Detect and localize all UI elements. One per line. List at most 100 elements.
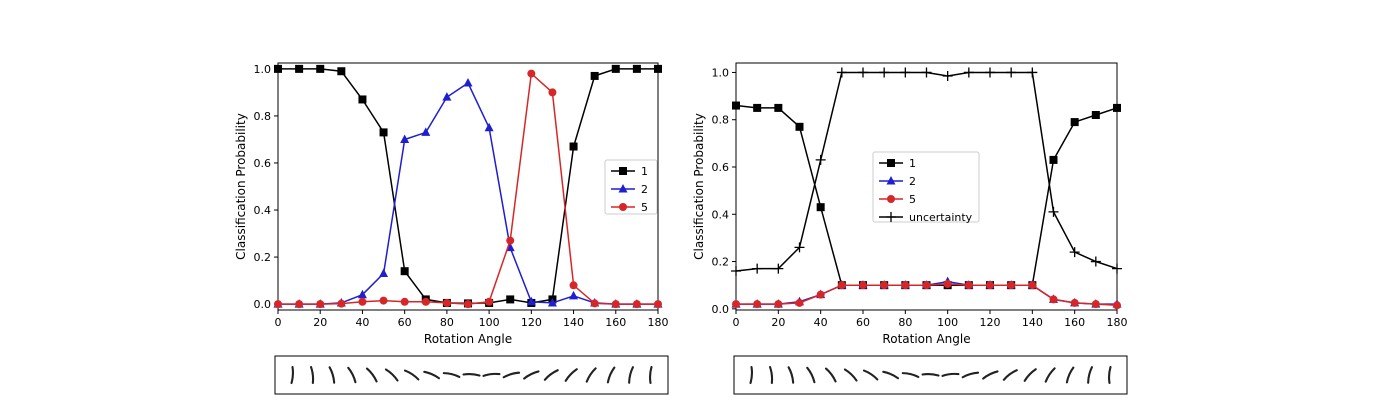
rotated-digit-glyph bbox=[982, 370, 999, 380]
series-5-line bbox=[278, 72, 658, 305]
series-1-point bbox=[358, 95, 367, 104]
rotated-digit-glyph bbox=[482, 372, 501, 377]
series-2-point bbox=[421, 127, 431, 136]
series-uncertainty-point bbox=[773, 263, 784, 274]
series-5-point bbox=[1007, 281, 1016, 290]
y-tick-label: 0.0 bbox=[254, 298, 272, 311]
legend-marker bbox=[619, 167, 627, 175]
series-5-point bbox=[795, 298, 804, 307]
series-5-point bbox=[421, 297, 430, 306]
rotated-digit-glyph bbox=[328, 366, 336, 384]
series-5-point bbox=[816, 290, 825, 299]
series-5-point bbox=[859, 281, 867, 290]
y-tick-label: 1.0 bbox=[254, 63, 272, 76]
series-5-point bbox=[442, 298, 451, 307]
rotated-digit-glyph bbox=[1002, 369, 1018, 381]
y-tick-label: 0.2 bbox=[712, 256, 730, 269]
series-1-point bbox=[816, 203, 825, 212]
legend-marker bbox=[887, 195, 895, 203]
legend-box bbox=[604, 159, 658, 215]
series-5-point bbox=[1091, 300, 1100, 309]
series-5-point bbox=[880, 281, 889, 290]
x-tick-label: 160 bbox=[605, 316, 626, 329]
rotated-digit-glyph bbox=[648, 365, 653, 385]
series-5-point bbox=[632, 300, 641, 309]
series-uncertainty-point bbox=[731, 266, 741, 276]
y-tick-label: 0.2 bbox=[254, 251, 272, 264]
series-5 bbox=[274, 69, 662, 309]
x-tick-label: 20 bbox=[771, 316, 785, 329]
plot-frame bbox=[735, 62, 1118, 311]
rotated-digit-glyph bbox=[543, 369, 559, 381]
x-axis-label: Rotation Angle bbox=[424, 332, 512, 346]
y-tick-label: 0.8 bbox=[254, 110, 272, 123]
rotated-digit-glyph bbox=[749, 365, 754, 385]
rotated-digit-glyph bbox=[1044, 367, 1056, 383]
series-1-point bbox=[337, 67, 346, 76]
x-tick-label: 120 bbox=[980, 316, 1001, 329]
series-2-line bbox=[278, 81, 658, 305]
y-tick-label: 0.4 bbox=[712, 208, 730, 221]
series-uncertainty-point bbox=[985, 67, 995, 78]
series-uncertainty-point bbox=[1048, 206, 1059, 217]
x-tick-label: 160 bbox=[1064, 316, 1085, 329]
series-1-point bbox=[506, 295, 515, 304]
series-5-point bbox=[464, 300, 472, 309]
rotated-digit-glyph bbox=[365, 367, 378, 383]
series-5-point bbox=[901, 281, 910, 290]
rotated-digit-glyph bbox=[564, 368, 578, 382]
rotated-digit-glyph bbox=[1107, 365, 1112, 385]
rotated-digit-glyph bbox=[423, 370, 441, 380]
series-5-point bbox=[774, 300, 783, 309]
y-axis-label: Classification Probability bbox=[692, 113, 706, 260]
series-uncertainty-point bbox=[963, 67, 974, 78]
x-tick-label: 120 bbox=[521, 316, 542, 329]
rotated-digit-glyph bbox=[787, 366, 795, 384]
series-5-point bbox=[358, 297, 367, 306]
series-uncertainty-point bbox=[836, 67, 847, 78]
chart-right: 0 20 40 60 80 100 120 140 160 180 0.0 0.2 0.4 0.6 0.8 1… bbox=[692, 62, 1128, 346]
series-5-point bbox=[485, 297, 494, 306]
series-1-point bbox=[654, 64, 662, 73]
rotated-digit-glyph bbox=[309, 365, 315, 385]
series-5-point bbox=[527, 69, 536, 78]
x-tick-label: 60 bbox=[856, 316, 870, 329]
series-2-point bbox=[463, 77, 473, 87]
series-5-point bbox=[316, 300, 325, 309]
series-5-point bbox=[943, 280, 952, 288]
series-1-point bbox=[611, 64, 620, 73]
legend-label: 5 bbox=[909, 193, 916, 206]
series-5-point bbox=[400, 297, 409, 306]
rotated-digit-glyph bbox=[442, 372, 461, 378]
legend-label: 5 bbox=[641, 201, 648, 214]
series-5-point bbox=[986, 281, 994, 290]
rotated-digit-glyph bbox=[882, 370, 900, 380]
series-uncertainty-point bbox=[1027, 67, 1038, 78]
rotated-digit-glyph bbox=[606, 366, 616, 384]
series-2-point bbox=[526, 296, 536, 306]
x-tick-label: 100 bbox=[937, 316, 958, 329]
rotated-digit-glyph bbox=[843, 368, 858, 382]
series-uncertainty-point bbox=[1090, 256, 1101, 267]
series-1 bbox=[274, 64, 662, 308]
legend-label: 2 bbox=[909, 175, 916, 188]
x-tick-label: 0 bbox=[275, 316, 282, 329]
series-2-point bbox=[379, 268, 389, 278]
legend-box bbox=[872, 151, 980, 223]
legend-label: 1 bbox=[909, 157, 916, 170]
x-tick-label: 40 bbox=[814, 316, 828, 329]
y-axis-label: Classification Probability bbox=[234, 113, 248, 260]
x-tick-label: 80 bbox=[440, 316, 454, 329]
series-2-point bbox=[400, 134, 410, 143]
y-tick-label: 1.0 bbox=[712, 66, 730, 79]
series-1-point bbox=[316, 64, 325, 73]
series-uncertainty-point bbox=[1006, 67, 1017, 78]
series-5-point bbox=[295, 300, 304, 309]
series-uncertainty-point bbox=[879, 67, 890, 78]
plot-frame bbox=[277, 62, 659, 311]
series-5-point bbox=[1028, 281, 1037, 290]
legend: 1 2 5 bbox=[604, 159, 658, 215]
x-axis-label: Rotation Angle bbox=[882, 332, 970, 346]
legend-label: uncertainty bbox=[909, 211, 973, 224]
legend-label: 1 bbox=[641, 165, 648, 178]
